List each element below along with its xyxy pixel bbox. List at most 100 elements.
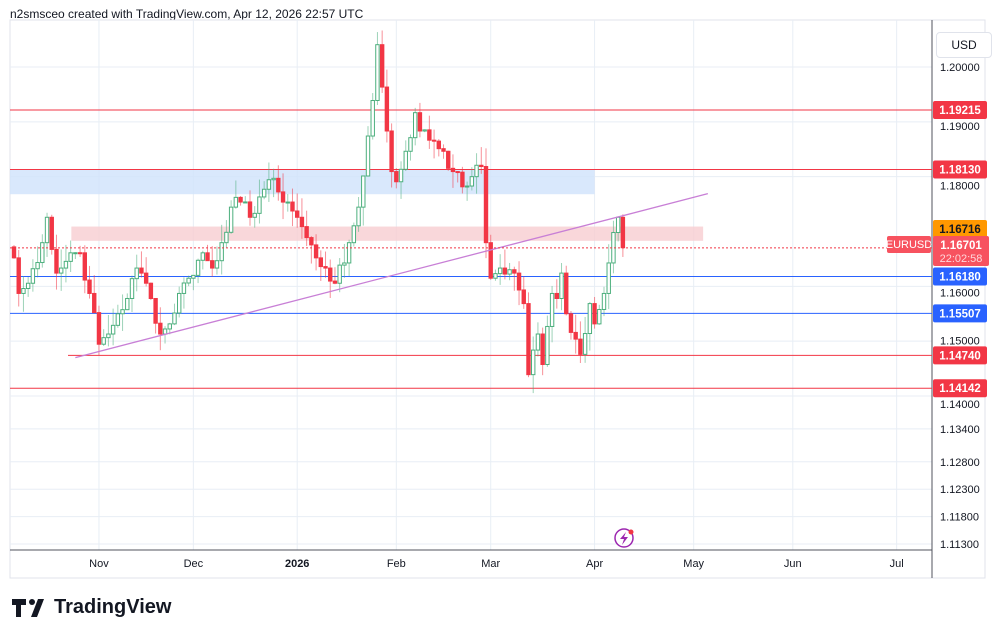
candle-bullish [422, 129, 427, 132]
candle-bearish [483, 166, 489, 244]
candle-bullish [162, 328, 168, 335]
candle-bearish [143, 272, 149, 284]
candle-bullish [413, 112, 418, 139]
price-label-bg [933, 379, 987, 398]
candle-bearish [578, 338, 583, 355]
candle-bullish [535, 333, 541, 351]
resistance-zone [71, 226, 704, 241]
candle-bullish [68, 252, 73, 262]
candle-bearish [77, 252, 83, 255]
y-tick-label: 1.12800 [940, 457, 980, 469]
candle-bearish [568, 313, 574, 333]
candle-bearish [455, 171, 460, 174]
candle-bearish [280, 191, 286, 203]
candle-bullish [337, 264, 342, 284]
candle-bearish [139, 267, 144, 274]
supply-zone [10, 169, 595, 195]
candle-bullish [285, 201, 290, 204]
x-tick-label: Dec [184, 558, 204, 570]
price-label-1.16180: 1.16180 [939, 271, 981, 283]
candle-bearish [620, 216, 626, 249]
candle-bullish [101, 337, 106, 345]
candle-bearish [276, 177, 281, 193]
candle-bullish [545, 325, 550, 366]
candle-bullish [398, 168, 404, 183]
current-price-label-bg [933, 236, 989, 266]
candle-bearish [313, 244, 319, 259]
candle-bullish [582, 333, 588, 355]
price-label-bg [933, 346, 987, 365]
candle-bullish [271, 177, 276, 181]
candle-bullish [549, 292, 555, 327]
y-tick-label: 1.14000 [940, 399, 980, 411]
candle-bearish [11, 246, 17, 259]
candle-bullish [615, 216, 621, 234]
tradingview-logo[interactable]: TradingView [12, 596, 171, 619]
price-label-bg [933, 267, 987, 286]
candle-bearish [153, 297, 158, 324]
candle-bearish [446, 150, 451, 169]
x-tick-label: Jul [890, 558, 904, 570]
candle-bullish [606, 262, 611, 294]
candle-bullish [342, 262, 347, 266]
candle-bearish [450, 167, 456, 173]
candle-bearish [512, 269, 517, 274]
symbol-label: EURUSD [886, 239, 933, 251]
price-label-1.16716: 1.16716 [939, 224, 981, 236]
candle-bearish [488, 242, 493, 279]
candle-bearish [16, 257, 21, 294]
candle-bearish [332, 280, 338, 284]
x-tick-label: 2026 [285, 558, 309, 570]
candle-bullish [73, 252, 78, 255]
candle-bearish [379, 44, 385, 88]
candle-bearish [516, 272, 522, 291]
candle-bullish [356, 206, 361, 227]
candle-bearish [54, 248, 59, 274]
candle-bullish [125, 297, 130, 311]
trendline [75, 193, 709, 359]
y-tick-label: 1.18000 [940, 181, 980, 193]
candle-bullish [44, 216, 50, 244]
candle-bearish [394, 171, 399, 183]
price-label-1.14142: 1.14142 [939, 383, 981, 395]
candle-bearish [554, 292, 559, 299]
y-tick-label: 1.15000 [940, 335, 980, 347]
candle-bullish [408, 137, 413, 152]
candle-bearish [328, 267, 333, 282]
candle-bullish [219, 242, 224, 262]
y-tick-label: 1.20000 [940, 62, 980, 74]
candle-bullish [261, 188, 267, 198]
bar-countdown: 22:02:58 [940, 253, 983, 265]
price-label-1.15507: 1.15507 [939, 308, 981, 320]
candle-bullish [228, 206, 234, 233]
symbol-label-bg [887, 236, 931, 253]
candle-bullish [35, 262, 40, 270]
candle-bullish [214, 260, 220, 269]
candle-bearish [441, 148, 446, 152]
price-label-bg [933, 220, 987, 238]
y-tick-label: 1.12300 [940, 484, 980, 496]
chart-frame [9, 19, 986, 579]
candle-bearish [49, 216, 54, 250]
x-tick-label: Feb [387, 558, 406, 570]
candle-bearish [384, 86, 390, 132]
candle-bearish [318, 257, 324, 268]
candle-bearish [210, 260, 215, 269]
notification-dot-icon [628, 529, 634, 535]
candle-bearish [521, 289, 526, 305]
currency-button[interactable]: USD [936, 32, 992, 58]
candle-bearish [389, 130, 394, 173]
candle-bearish [540, 333, 545, 366]
x-tick-label: Jun [784, 558, 802, 570]
lightning-bolt-icon [620, 532, 628, 545]
y-tick-label: 1.11300 [940, 539, 979, 551]
price-label-1.18130: 1.18130 [939, 165, 981, 177]
candle-bullish [181, 282, 187, 294]
candle-bearish [573, 331, 578, 340]
candle-bearish [564, 272, 569, 315]
candle-bullish [370, 100, 375, 137]
chart-attribution: n2smsceo created with TradingView.com, A… [10, 7, 364, 21]
candle-bullish [252, 212, 257, 218]
candle-bullish [266, 179, 272, 190]
